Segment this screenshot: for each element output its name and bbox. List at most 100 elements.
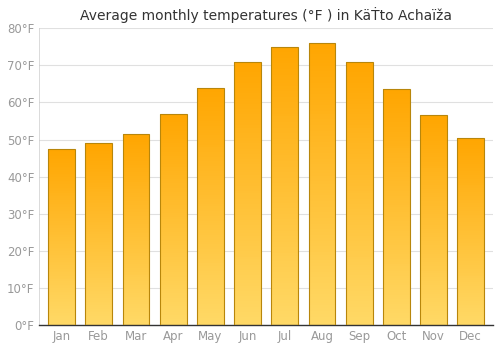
Bar (122, 144, 150, 146)
Bar (234, 299, 261, 301)
Bar (234, 236, 261, 238)
Bar (234, 127, 261, 130)
Bar (234, 122, 261, 125)
Bar (160, 262, 186, 264)
Bar (86, 281, 112, 284)
Bar (346, 254, 372, 257)
Bar (346, 206, 372, 209)
Bar (383, 153, 409, 155)
Bar (48, 165, 75, 167)
Bar (197, 299, 224, 301)
Bar (197, 128, 224, 131)
Bar (160, 306, 186, 308)
Bar (420, 243, 447, 245)
Bar (346, 180, 372, 183)
Bar (234, 254, 261, 257)
Bar (458, 203, 484, 205)
Bar (308, 91, 336, 94)
Bar (48, 290, 75, 292)
Bar (458, 202, 484, 203)
Bar (160, 283, 186, 285)
Bar (308, 263, 336, 266)
Bar (234, 317, 261, 320)
Bar (383, 160, 409, 162)
Bar (383, 179, 409, 181)
Bar (458, 288, 484, 289)
Bar (234, 220, 261, 222)
Bar (458, 243, 484, 245)
Bar (197, 254, 224, 256)
Bar (420, 174, 447, 176)
Bar (346, 83, 372, 85)
Bar (420, 172, 447, 174)
Bar (122, 270, 150, 272)
Bar (86, 232, 112, 234)
Bar (86, 182, 112, 183)
Bar (122, 251, 150, 253)
Bar (86, 254, 112, 256)
Bar (346, 154, 372, 156)
Bar (420, 294, 447, 296)
Bar (160, 141, 186, 143)
Bar (346, 315, 372, 317)
Bar (458, 153, 484, 155)
Bar (308, 60, 336, 63)
Bar (122, 295, 150, 296)
Bar (308, 63, 336, 66)
Bar (48, 264, 75, 265)
Bar (48, 286, 75, 288)
Bar (160, 304, 186, 306)
Bar (86, 313, 112, 314)
Bar (48, 221, 75, 223)
Bar (122, 172, 150, 174)
Bar (122, 197, 150, 199)
Bar (234, 109, 261, 112)
Bar (346, 209, 372, 212)
Bar (346, 122, 372, 125)
Bar (234, 175, 261, 177)
Bar (383, 297, 409, 299)
Bar (197, 280, 224, 282)
Bar (420, 315, 447, 317)
Bar (160, 126, 186, 128)
Bar (197, 230, 224, 232)
Bar (346, 244, 372, 246)
Bar (272, 194, 298, 197)
Bar (234, 154, 261, 156)
Bar (197, 164, 224, 166)
Bar (234, 125, 261, 127)
Bar (160, 319, 186, 321)
Bar (234, 151, 261, 154)
Bar (272, 119, 298, 122)
Bar (272, 164, 298, 167)
Bar (122, 323, 150, 325)
Bar (197, 116, 224, 119)
Bar (272, 261, 298, 264)
Bar (48, 204, 75, 205)
Bar (234, 206, 261, 209)
Bar (48, 301, 75, 302)
Bar (160, 190, 186, 192)
Bar (122, 157, 150, 159)
Bar (122, 191, 150, 193)
Bar (272, 66, 298, 69)
Bar (234, 101, 261, 104)
Bar (458, 235, 484, 237)
Bar (383, 127, 409, 130)
Bar (346, 291, 372, 294)
Bar (48, 196, 75, 198)
Bar (234, 62, 261, 64)
Bar (458, 215, 484, 216)
Bar (86, 316, 112, 318)
Bar (86, 189, 112, 191)
Bar (197, 147, 224, 149)
Bar (48, 209, 75, 211)
Bar (272, 97, 298, 100)
Bar (383, 151, 409, 153)
Bar (458, 267, 484, 269)
Bar (308, 277, 336, 280)
Bar (272, 281, 298, 284)
Bar (346, 220, 372, 222)
Bar (234, 99, 261, 101)
Bar (197, 168, 224, 171)
